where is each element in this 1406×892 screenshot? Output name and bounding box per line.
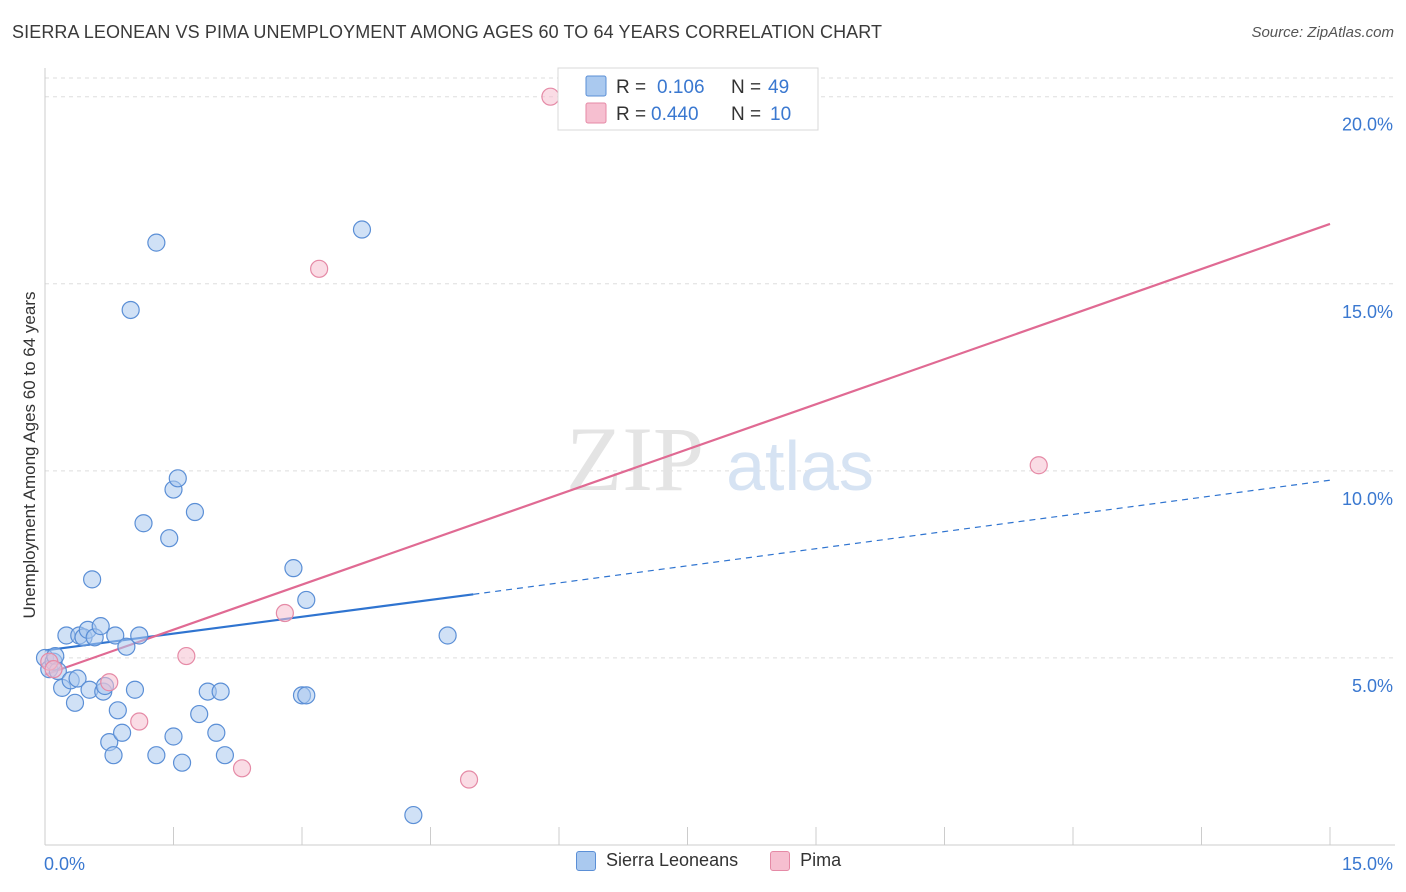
point-sierra-leoneans [172,753,192,772]
bottom-legend-swatch-pink [770,850,791,871]
point-sierra-leoneans [215,746,234,765]
point-sierra-leoneans [438,626,457,645]
point-pima [130,712,149,731]
point-pima [232,759,252,778]
legend-r-label-2: R = [616,104,646,125]
legend-n-label-1: N = [731,77,761,98]
point-sierra-leoneans [117,637,136,656]
point-sierra-leoneans [185,502,205,522]
point-sierra-leoneans [68,669,87,688]
legend-r-value-1: 0.106 [657,77,705,98]
point-pima [275,603,294,623]
point-sierra-leoneans [91,617,110,636]
y-tick-label: 10.0% [1342,489,1393,509]
point-sierra-leoneans [147,746,166,765]
grid-lines [45,77,1395,659]
point-pima [100,673,119,692]
bottom-legend-item-sierra-leoneans: Sierra Leoneans [576,850,738,871]
point-sierra-leoneans [104,746,123,765]
point-sierra-leoneans [130,626,149,645]
legend-box: R = 0.106 N = 49 R = 0.440 N = 10 [557,67,819,131]
bottom-legend: Sierra Leoneans Pima [576,850,873,871]
point-sierra-leoneans [160,529,179,548]
tick-labels: 5.0% 10.0% 15.0% 20.0% 0.0% 15.0% [44,115,1393,874]
x-tick-label: 15.0% [1342,854,1393,874]
x-tick-label: 0.0% [44,854,85,874]
bottom-legend-swatch-blue [576,850,596,871]
point-sierra-leoneans [121,300,140,320]
point-pima [310,259,329,278]
y-tick-label: 20.0% [1342,115,1393,135]
point-sierra-leoneans [106,626,125,645]
source-label: Source: ZipAtlas.com [1251,24,1394,41]
y-tick-label: 5.0% [1352,676,1393,696]
point-sierra-leoneans [190,704,209,724]
legend-swatch-blue [585,75,607,97]
legend-n-value-1: 49 [768,77,789,98]
point-sierra-leoneans [211,682,230,701]
axes [44,68,1395,846]
bottom-legend-item-pima: Pima [770,850,841,871]
point-sierra-leoneans [297,686,316,705]
point-sierra-leoneans [404,805,423,825]
point-sierra-leoneans [284,559,303,578]
point-pima [459,770,479,789]
watermark: ZIP atlas [566,408,874,510]
watermark-atlas: atlas [726,427,874,505]
legend-n-value-2: 10 [770,104,791,125]
point-sierra-leoneans [83,570,102,589]
bottom-legend-label-sierra-leoneans: Sierra Leoneans [606,850,739,870]
point-pima [177,646,196,666]
data-points [35,87,1048,825]
point-pima [44,660,63,679]
chart-title: SIERRA LEONEAN VS PIMA UNEMPLOYMENT AMON… [12,22,883,42]
legend-n-label-2: N = [731,104,761,125]
point-sierra-leoneans [297,590,316,610]
legend-swatch-pink [585,102,607,124]
point-sierra-leoneans [134,514,153,533]
bottom-legend-label-pima: Pima [800,850,842,870]
point-sierra-leoneans [65,693,85,712]
y-tick-label: 15.0% [1342,302,1393,322]
legend-r-value-2: 0.440 [651,104,699,125]
trend-line-pima [44,222,1331,676]
trend-lines [44,222,1331,676]
point-sierra-leoneans [147,233,166,252]
point-pima [541,87,560,106]
point-sierra-leoneans [112,723,132,742]
legend-r-label-1: R = [616,77,646,98]
point-sierra-leoneans [164,727,183,746]
point-sierra-leoneans [125,680,145,699]
trend-line-sierra-leoneans-projection [473,479,1331,595]
point-sierra-leoneans [108,701,127,720]
point-sierra-leoneans [352,220,372,239]
point-pima [1029,456,1048,475]
watermark-zip: ZIP [566,408,704,510]
point-sierra-leoneans [207,723,226,742]
y-axis-title: Unemployment Among Ages 60 to 64 years [20,292,39,619]
point-sierra-leoneans [168,469,187,488]
